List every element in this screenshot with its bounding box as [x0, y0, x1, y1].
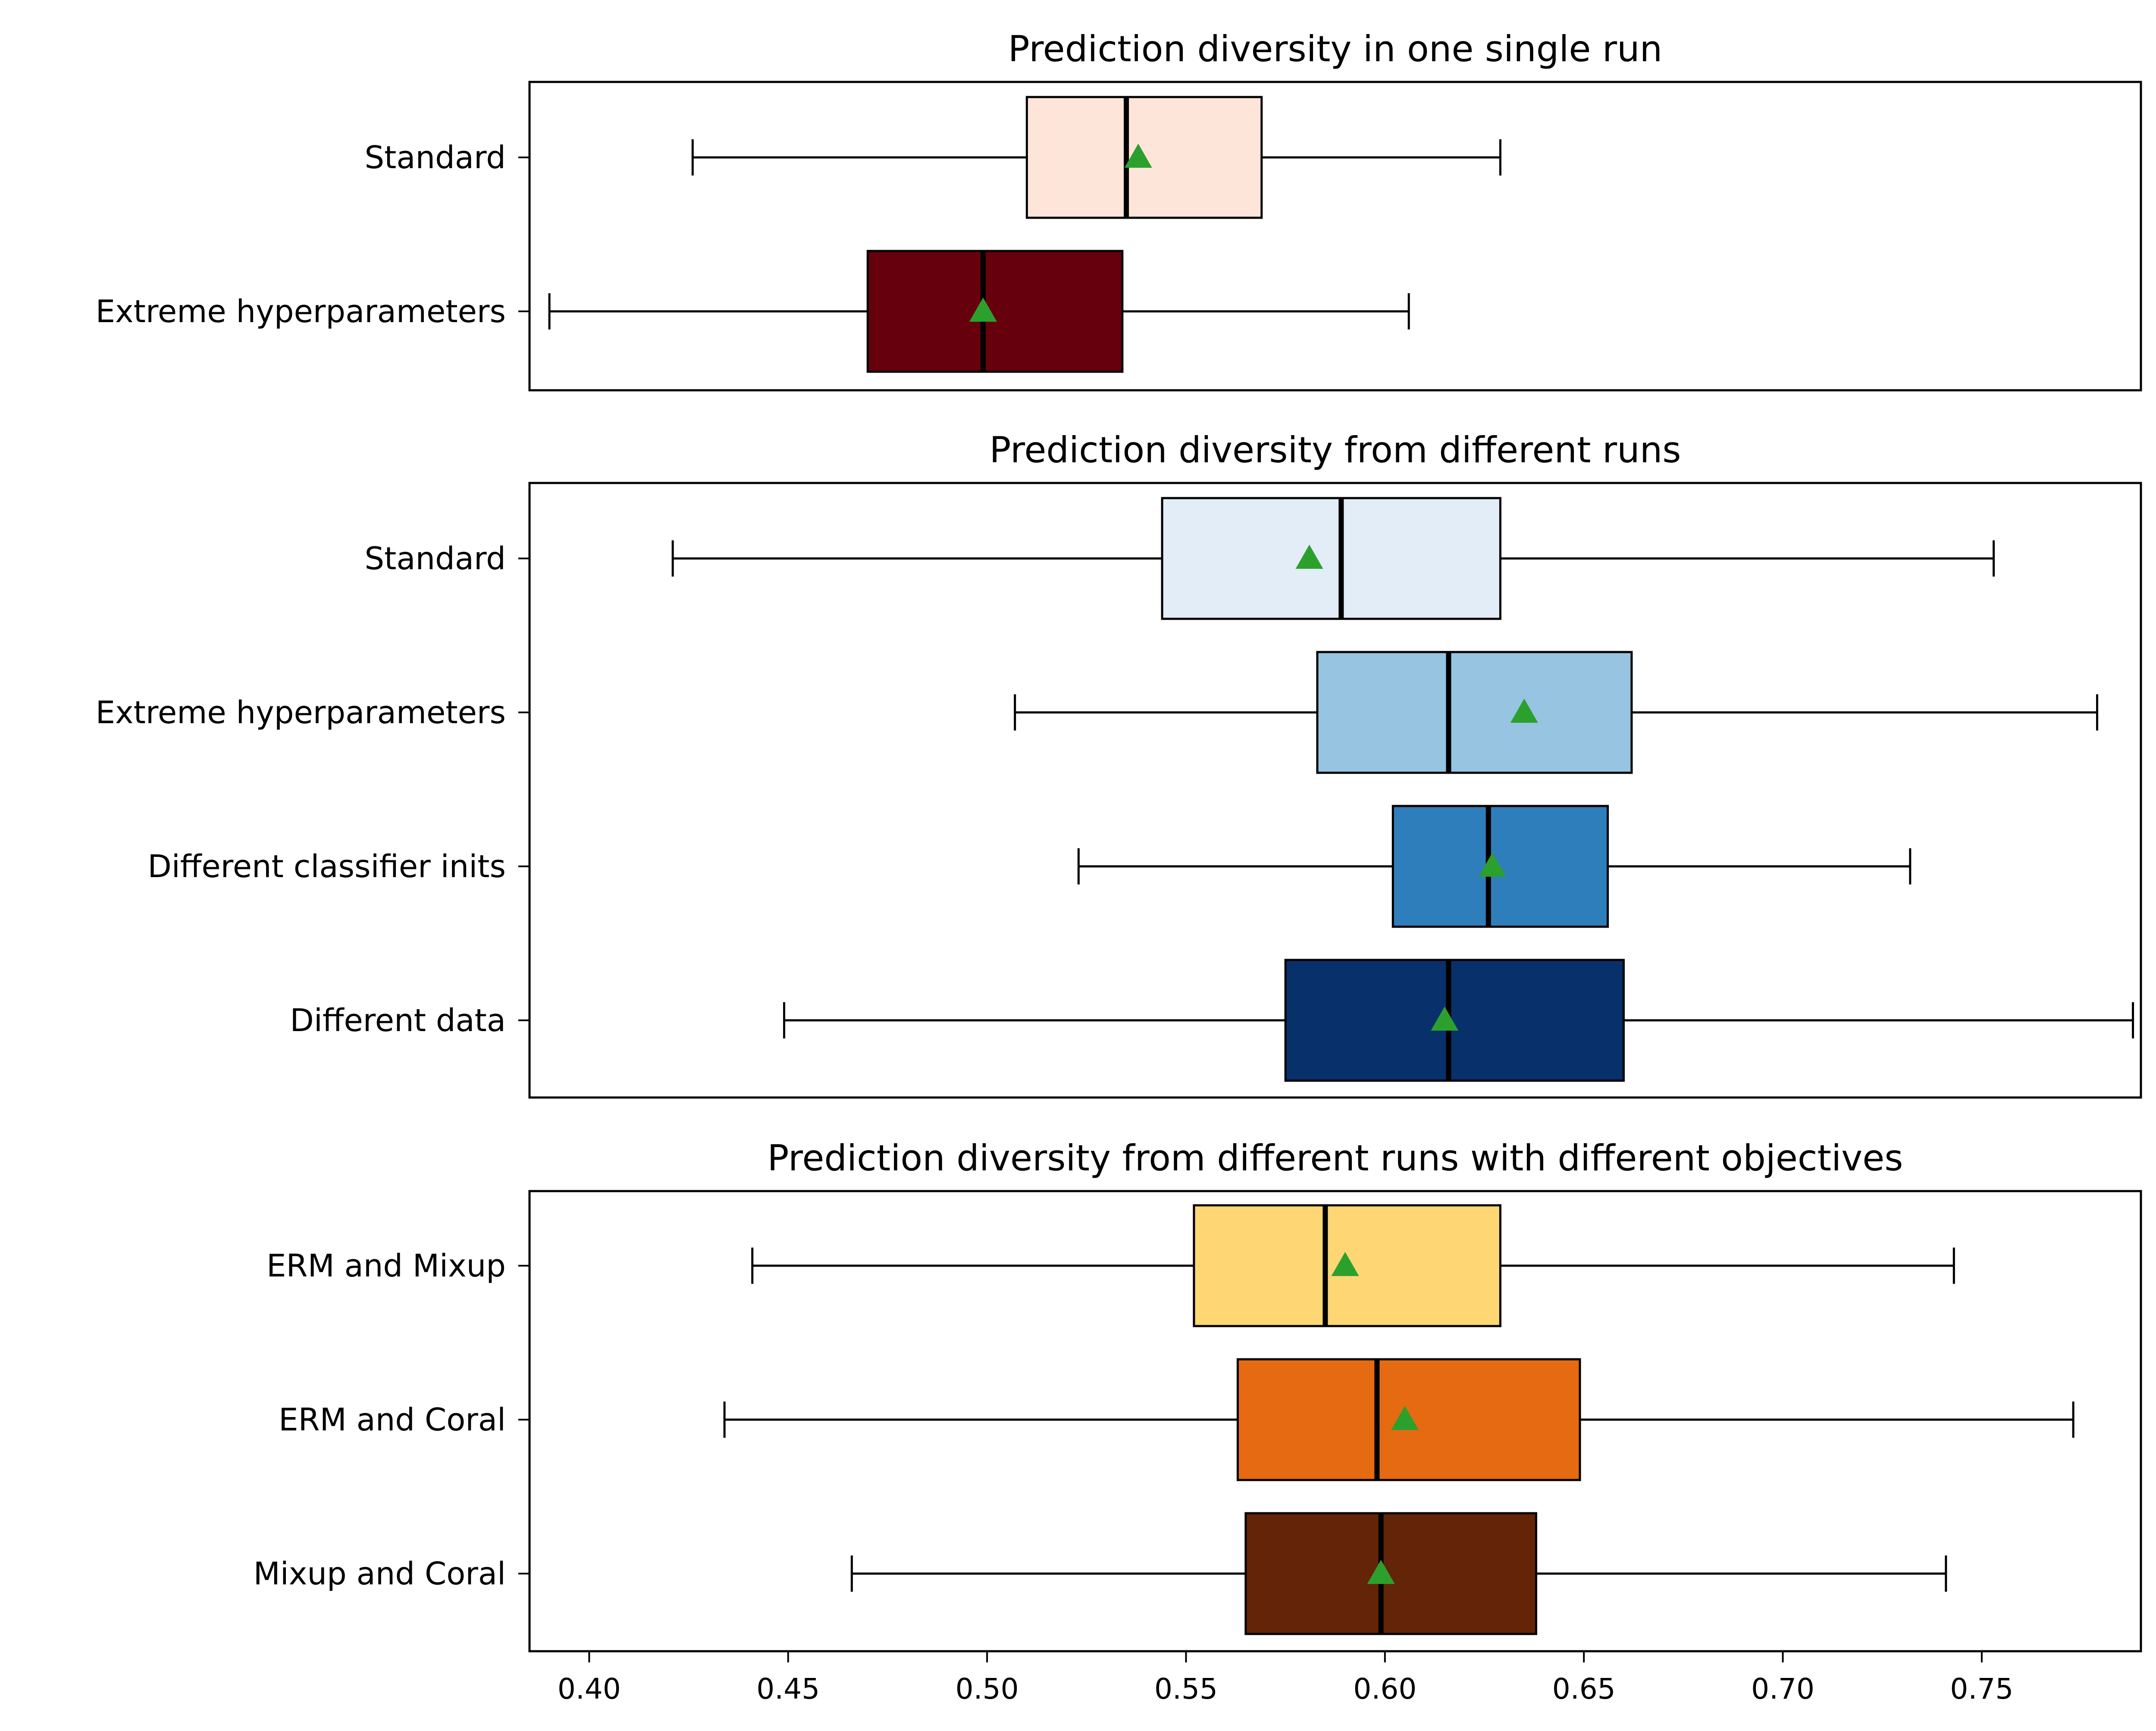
box-iqr [1316, 651, 1633, 774]
mean-marker [1510, 699, 1538, 723]
mean-marker [1367, 1560, 1395, 1584]
mean-marker [1431, 1007, 1459, 1031]
panel-title: Prediction diversity from different runs… [767, 1137, 1903, 1179]
category-label: Standard [364, 540, 506, 577]
axes-frame [528, 1190, 2142, 1653]
x-tick-label: 0.60 [1353, 1672, 1416, 1706]
box-iqr [1391, 805, 1609, 928]
x-tick-label: 0.55 [1154, 1672, 1218, 1706]
x-tick-label: 0.70 [1751, 1672, 1814, 1706]
x-tick-label: 0.50 [956, 1672, 1019, 1706]
category-label: Extreme hyperparameters [96, 694, 506, 731]
x-tick-label: 0.75 [1950, 1672, 2013, 1706]
box-iqr [1284, 959, 1625, 1082]
mean-marker [1295, 545, 1323, 569]
axes-frame [528, 482, 2142, 1099]
category-label: ERM and Mixup [266, 1248, 506, 1284]
mean-marker [1478, 853, 1506, 877]
panel-title: Prediction diversity in one single run [1008, 28, 1662, 70]
category-label: ERM and Coral [279, 1402, 506, 1438]
mean-marker [1331, 1252, 1359, 1276]
box-iqr [1244, 1512, 1537, 1635]
mean-marker [1391, 1406, 1419, 1430]
category-label: Different data [290, 1002, 506, 1038]
box-iqr [1161, 497, 1501, 620]
axes-frame [528, 81, 2142, 392]
box-iqr [866, 250, 1124, 373]
panel-title: Prediction diversity from different runs [989, 429, 1681, 471]
mean-marker [1124, 144, 1152, 168]
category-label: Extreme hyperparameters [96, 293, 506, 329]
mean-marker [969, 298, 997, 322]
category-label: Mixup and Coral [254, 1555, 506, 1592]
x-tick-label: 0.45 [756, 1672, 820, 1706]
category-label: Standard [364, 139, 506, 176]
category-label: Different classifier inits [147, 848, 506, 884]
x-tick-label: 0.40 [558, 1672, 621, 1706]
x-tick-label: 0.65 [1552, 1672, 1616, 1706]
